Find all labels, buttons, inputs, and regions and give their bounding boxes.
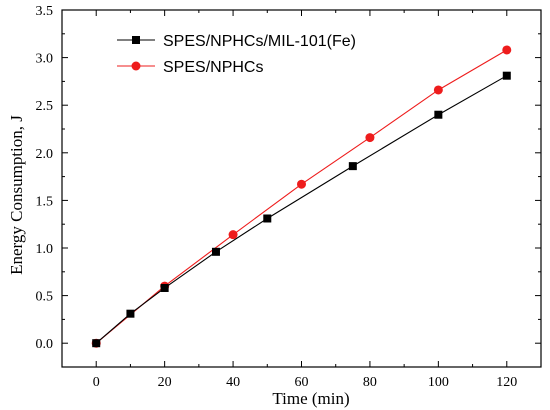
y-tick-label: 1.5: [36, 194, 54, 209]
data-point: [502, 45, 512, 55]
y-tick-label: 0.5: [36, 290, 54, 305]
legend-marker: [132, 36, 140, 44]
series-line: [95, 75, 508, 344]
y-tick-label: 1.0: [36, 242, 54, 257]
x-tick-label: 40: [226, 375, 240, 390]
data-point: [365, 133, 375, 143]
y-tick-label: 3.0: [36, 52, 54, 67]
series-1: [91, 45, 512, 348]
series-line: [95, 49, 508, 344]
data-point: [297, 179, 306, 189]
series-0: [92, 71, 511, 348]
legend: SPES/NPHCs/MIL-101(Fe) SPES/NPHCs: [117, 33, 356, 76]
data-point: [126, 309, 135, 318]
data-point: [433, 85, 443, 95]
data-point: [502, 71, 511, 80]
legend-label: SPES/NPHCs: [163, 59, 263, 76]
data-point: [348, 162, 357, 171]
y-tick-label: 2.5: [36, 99, 54, 114]
y-axis-title: Energy Consumption, J: [7, 115, 26, 275]
x-tick-label: 0: [93, 375, 100, 390]
data-point: [228, 230, 238, 240]
x-tick-label: 60: [295, 375, 309, 390]
y-tick-label: 0.0: [36, 337, 54, 352]
y-tick-label: 2.0: [36, 147, 54, 162]
legend-label: SPES/NPHCs/MIL-101(Fe): [163, 33, 356, 50]
y-tick-label: 3.5: [36, 4, 54, 19]
data-point: [434, 110, 443, 119]
x-axis-title: Time (min): [272, 389, 349, 408]
axes: 0 20 40 60 80 100 120 0.0 0.5 1.0 1.5 2.0 2.5 3.0 3.5: [36, 4, 542, 390]
x-tick-label: 80: [363, 375, 377, 390]
data-point: [211, 247, 220, 256]
x-tick-label: 100: [428, 375, 449, 390]
legend-marker: [131, 61, 141, 71]
series-layer: [91, 45, 512, 348]
x-tick-label: 120: [496, 375, 517, 390]
data-point: [92, 339, 101, 348]
x-tick-label: 20: [158, 375, 172, 390]
data-point: [160, 283, 169, 292]
data-point: [263, 214, 272, 223]
